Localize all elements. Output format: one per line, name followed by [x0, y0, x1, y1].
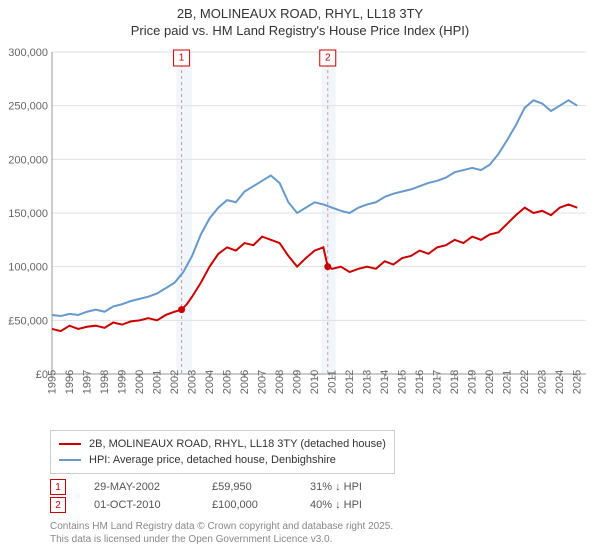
svg-text:2007: 2007 — [256, 370, 268, 394]
svg-text:2021: 2021 — [502, 370, 514, 394]
svg-text:2019: 2019 — [466, 370, 478, 394]
svg-text:2008: 2008 — [274, 370, 286, 394]
sale-marker-icon: 1 — [50, 479, 66, 495]
sale-price: £100,000 — [212, 499, 282, 511]
svg-text:2017: 2017 — [431, 370, 443, 394]
svg-text:£150,000: £150,000 — [8, 208, 48, 220]
legend-swatch — [59, 443, 81, 445]
chart-subtitle: Price paid vs. HM Land Registry's House … — [0, 23, 600, 38]
svg-text:2016: 2016 — [414, 370, 426, 394]
svg-text:2000: 2000 — [134, 370, 146, 394]
legend-label: 2B, MOLINEAUX ROAD, RHYL, LL18 3TY (deta… — [89, 438, 386, 450]
footer-line: Contains HM Land Registry data © Crown c… — [50, 520, 393, 533]
svg-text:2003: 2003 — [186, 370, 198, 394]
svg-text:2014: 2014 — [379, 370, 391, 394]
svg-text:2009: 2009 — [291, 370, 303, 394]
sale-price: £59,950 — [212, 481, 282, 493]
svg-text:2002: 2002 — [169, 370, 181, 394]
table-row: 2 01-OCT-2010 £100,000 40% ↓ HPI — [50, 496, 400, 514]
legend-label: HPI: Average price, detached house, Denb… — [89, 454, 336, 466]
svg-text:1995: 1995 — [46, 370, 58, 394]
table-row: 1 29-MAY-2002 £59,950 31% ↓ HPI — [50, 478, 400, 496]
svg-text:£300,000: £300,000 — [8, 47, 48, 59]
sale-date: 01-OCT-2010 — [94, 499, 184, 511]
svg-text:2022: 2022 — [519, 370, 531, 394]
svg-text:2015: 2015 — [396, 370, 408, 394]
svg-text:2004: 2004 — [204, 370, 216, 394]
svg-text:2018: 2018 — [449, 370, 461, 394]
svg-text:£250,000: £250,000 — [8, 101, 48, 113]
footer-line: This data is licensed under the Open Gov… — [50, 533, 393, 546]
svg-text:1997: 1997 — [81, 370, 93, 394]
svg-text:£50,000: £50,000 — [8, 315, 48, 327]
svg-text:2013: 2013 — [361, 370, 373, 394]
svg-text:2010: 2010 — [309, 370, 321, 394]
line-chart-svg: £0£50,000£100,000£150,000£200,000£250,00… — [8, 44, 592, 424]
svg-text:2023: 2023 — [537, 370, 549, 394]
sale-marker-icon: 2 — [50, 497, 66, 513]
chart-title-address: 2B, MOLINEAUX ROAD, RHYL, LL18 3TY — [0, 6, 600, 21]
sale-date: 29-MAY-2002 — [94, 481, 184, 493]
legend-item: 2B, MOLINEAUX ROAD, RHYL, LL18 3TY (deta… — [59, 436, 386, 452]
title-block: 2B, MOLINEAUX ROAD, RHYL, LL18 3TY Price… — [0, 0, 600, 38]
svg-text:1999: 1999 — [116, 370, 128, 394]
svg-text:1996: 1996 — [64, 370, 76, 394]
svg-text:2012: 2012 — [344, 370, 356, 394]
svg-text:2025: 2025 — [572, 370, 584, 394]
legend-item: HPI: Average price, detached house, Denb… — [59, 452, 386, 468]
svg-text:2024: 2024 — [554, 370, 566, 394]
svg-text:2006: 2006 — [239, 370, 251, 394]
sales-table: 1 29-MAY-2002 £59,950 31% ↓ HPI 2 01-OCT… — [50, 478, 400, 514]
svg-text:2011: 2011 — [326, 370, 338, 394]
chart-area: £0£50,000£100,000£150,000£200,000£250,00… — [8, 44, 592, 424]
sale-pct: 31% ↓ HPI — [310, 481, 400, 493]
svg-text:2020: 2020 — [484, 370, 496, 394]
legend: 2B, MOLINEAUX ROAD, RHYL, LL18 3TY (deta… — [50, 430, 395, 474]
legend-swatch — [59, 459, 81, 461]
svg-text:2: 2 — [325, 53, 331, 64]
svg-text:£100,000: £100,000 — [8, 262, 48, 274]
chart-container: 2B, MOLINEAUX ROAD, RHYL, LL18 3TY Price… — [0, 0, 600, 560]
svg-text:2005: 2005 — [221, 370, 233, 394]
svg-text:1: 1 — [179, 53, 185, 64]
svg-text:£200,000: £200,000 — [8, 154, 48, 166]
footer-attribution: Contains HM Land Registry data © Crown c… — [50, 520, 393, 546]
svg-text:1998: 1998 — [99, 370, 111, 394]
svg-text:2001: 2001 — [151, 370, 163, 394]
sale-pct: 40% ↓ HPI — [310, 499, 400, 511]
